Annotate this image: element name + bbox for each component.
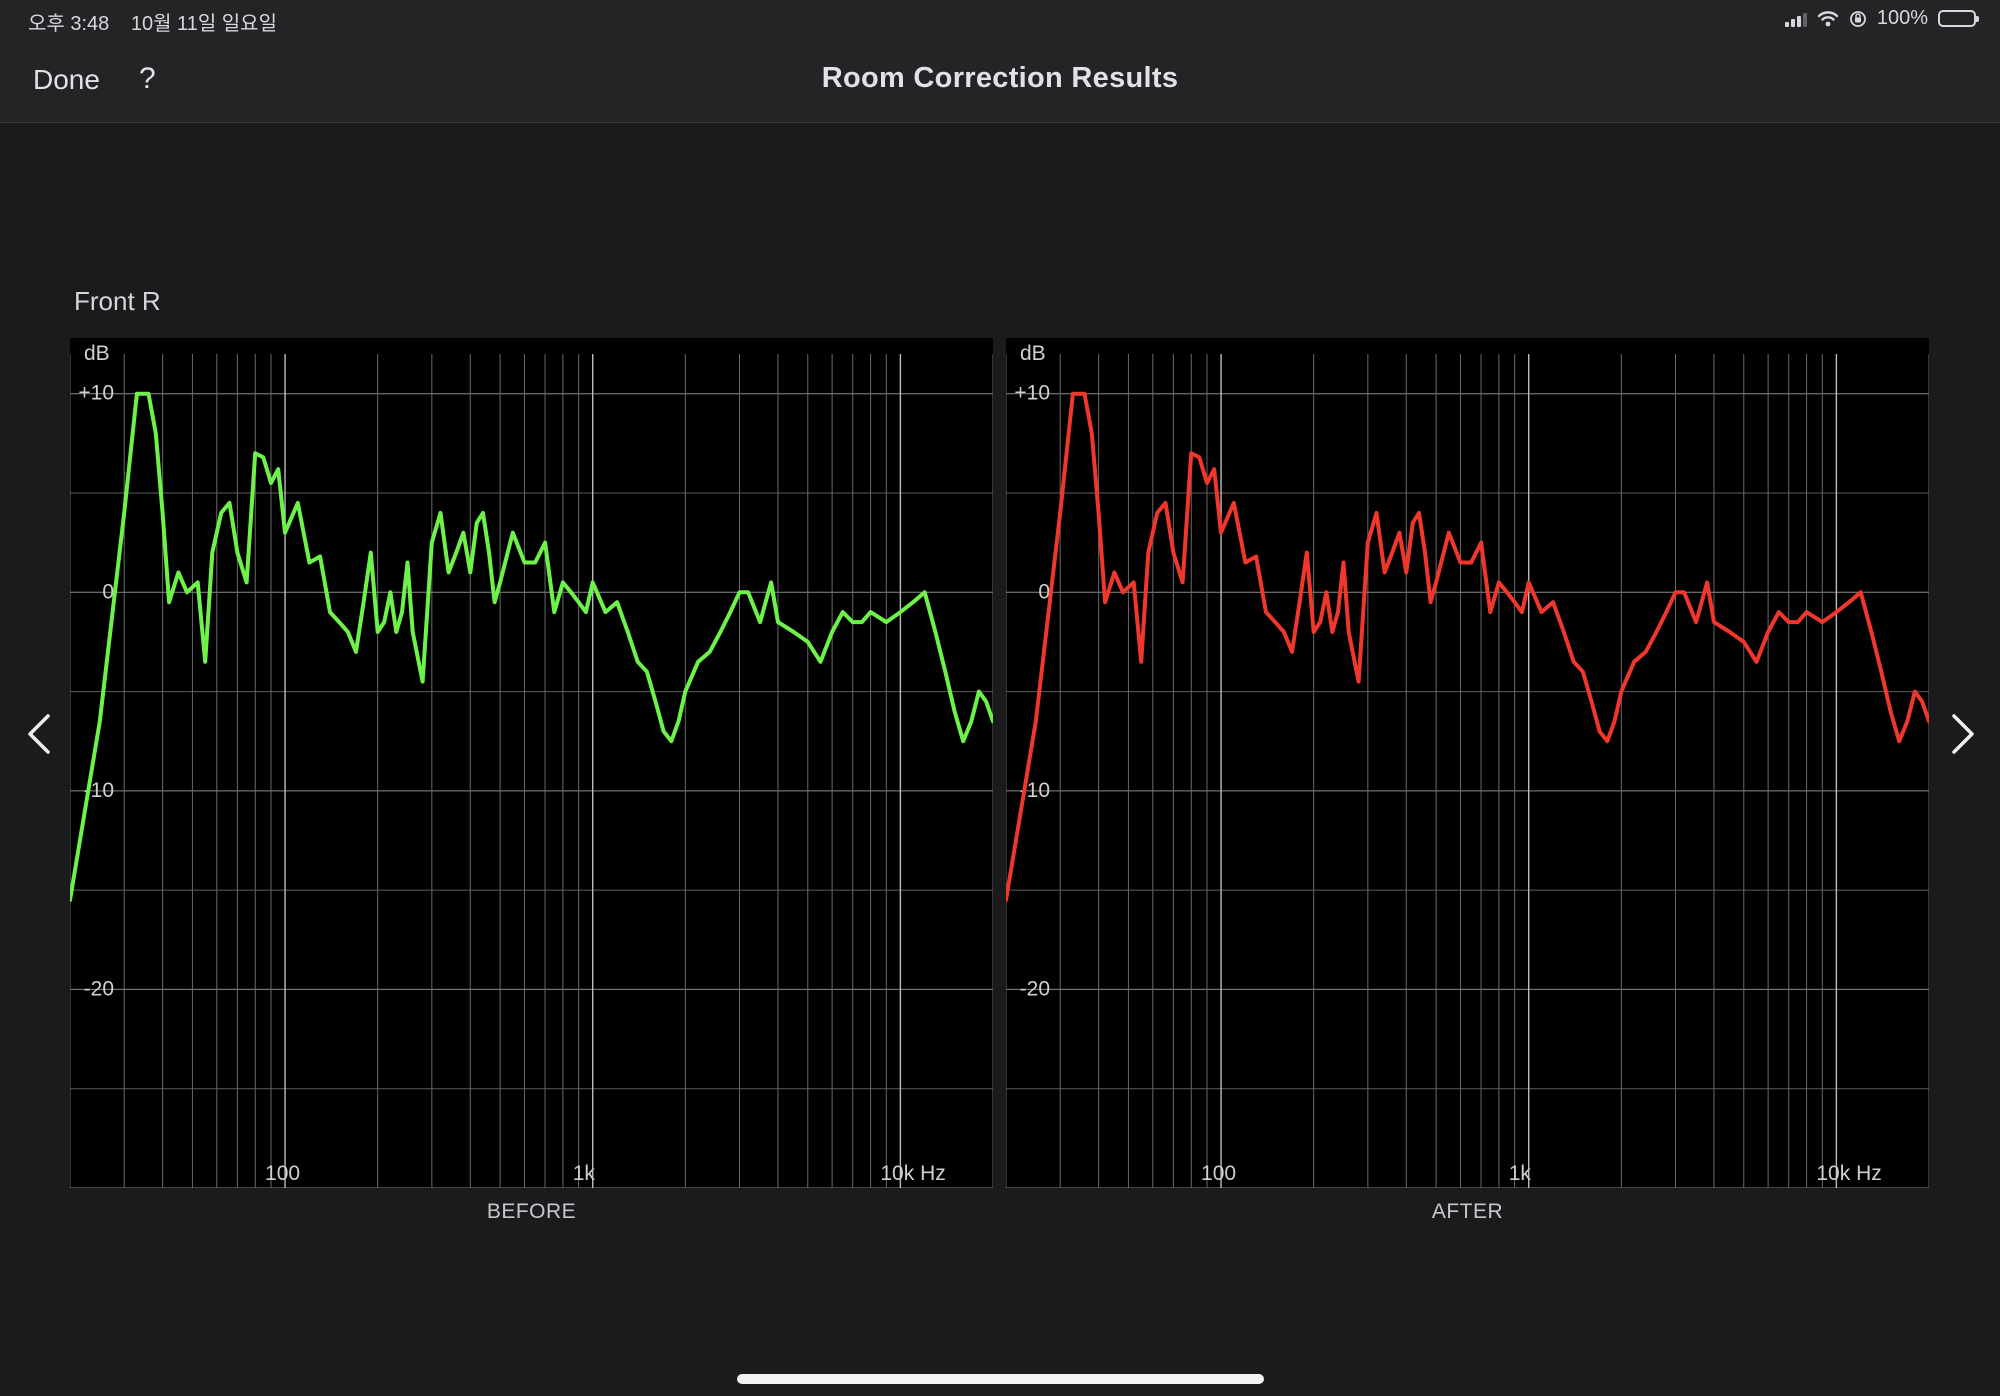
y-tick-label: -20 <box>1020 977 1050 1000</box>
y-tick-label: +10 <box>1014 382 1050 405</box>
page-title: Room Correction Results <box>0 62 2000 95</box>
x-tick-label: 10k Hz <box>880 1162 945 1185</box>
plot-background <box>1006 338 1929 1188</box>
wifi-icon <box>1817 10 1839 28</box>
battery-percent: 100% <box>1877 7 1928 30</box>
status-time: 오후 3:48 <box>28 13 109 35</box>
navigation-bar: Done ? Room Correction Results <box>0 40 2000 123</box>
x-tick-label: 1k <box>573 1162 596 1185</box>
channel-label: Front R <box>74 286 161 317</box>
x-tick-label: 100 <box>1201 1162 1236 1185</box>
y-tick-label: +10 <box>78 382 114 405</box>
x-tick-label: 10k Hz <box>1816 1162 1881 1185</box>
y-tick-label: -20 <box>84 977 114 1000</box>
before-caption: BEFORE <box>70 1200 993 1224</box>
after-caption: AFTER <box>1006 1200 1929 1224</box>
status-date: 10월 11일 일요일 <box>131 13 277 35</box>
y-axis-label: dB <box>1020 342 1046 365</box>
y-axis-label: dB <box>84 342 110 365</box>
status-left: 오후 3:48 10월 11일 일요일 <box>28 7 293 36</box>
before-chart-panel: dB +10 0 -10 -20 100 1k 10k Hz <box>70 338 993 1188</box>
chevron-right-icon[interactable] <box>1942 712 1982 756</box>
plot-background <box>70 338 993 1188</box>
home-indicator[interactable] <box>737 1374 1264 1384</box>
x-tick-label: 100 <box>265 1162 300 1185</box>
x-tick-label: 1k <box>1509 1162 1532 1185</box>
chevron-left-icon[interactable] <box>20 712 60 756</box>
after-chart-panel: dB +10 0 -10 -20 100 1k 10k Hz <box>1006 338 1929 1188</box>
battery-icon <box>1938 10 1976 27</box>
status-bar: 오후 3:48 10월 11일 일요일 100% <box>0 0 2000 40</box>
orientation-lock-icon <box>1849 10 1867 28</box>
status-right: 100% <box>1785 7 1976 30</box>
signal-icon <box>1785 11 1807 27</box>
